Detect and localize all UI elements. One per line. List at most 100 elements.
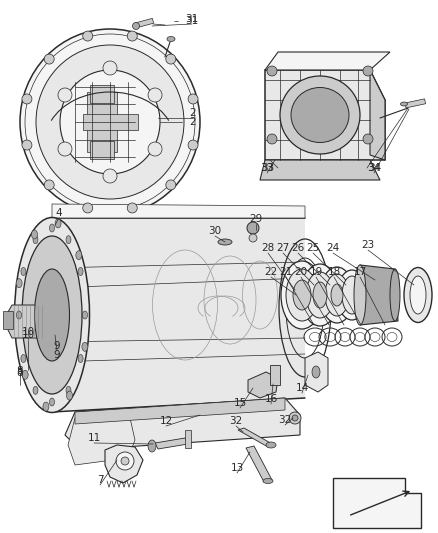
Ellipse shape <box>266 442 276 448</box>
Polygon shape <box>296 303 308 317</box>
Ellipse shape <box>121 457 129 465</box>
Polygon shape <box>370 70 385 160</box>
Ellipse shape <box>247 222 259 234</box>
Polygon shape <box>333 478 421 528</box>
Text: 18: 18 <box>327 267 341 277</box>
Ellipse shape <box>58 142 72 156</box>
Ellipse shape <box>127 203 137 213</box>
Ellipse shape <box>133 22 139 29</box>
Text: 31: 31 <box>185 14 198 24</box>
Polygon shape <box>155 438 188 449</box>
Text: 23: 23 <box>361 240 374 250</box>
Ellipse shape <box>17 311 21 319</box>
Ellipse shape <box>49 224 54 232</box>
Ellipse shape <box>22 370 28 379</box>
Ellipse shape <box>20 29 200 215</box>
Text: 12: 12 <box>159 416 173 426</box>
Polygon shape <box>68 418 135 465</box>
Text: 22: 22 <box>265 267 278 277</box>
Ellipse shape <box>14 217 89 413</box>
Ellipse shape <box>78 354 83 362</box>
Ellipse shape <box>166 180 176 190</box>
Text: 25: 25 <box>306 243 320 253</box>
Ellipse shape <box>43 402 49 411</box>
Polygon shape <box>285 275 315 310</box>
Ellipse shape <box>127 31 137 41</box>
Text: 34: 34 <box>368 163 381 173</box>
Text: 21: 21 <box>279 267 293 277</box>
Ellipse shape <box>166 54 176 64</box>
Text: 24: 24 <box>326 243 339 253</box>
Ellipse shape <box>103 169 117 183</box>
Ellipse shape <box>16 279 22 288</box>
Polygon shape <box>246 446 272 482</box>
Text: 11: 11 <box>87 433 101 443</box>
Polygon shape <box>105 445 143 483</box>
Ellipse shape <box>267 134 277 144</box>
Ellipse shape <box>78 268 83 276</box>
Text: 9: 9 <box>54 341 60 351</box>
Ellipse shape <box>32 230 38 239</box>
Ellipse shape <box>60 70 160 174</box>
Bar <box>405 99 426 108</box>
Text: 16: 16 <box>265 394 278 404</box>
Polygon shape <box>52 218 305 412</box>
Polygon shape <box>265 70 385 160</box>
Text: 13: 13 <box>230 463 244 473</box>
Ellipse shape <box>22 140 32 150</box>
Text: 28: 28 <box>261 243 275 253</box>
Ellipse shape <box>116 452 134 470</box>
Ellipse shape <box>410 276 426 314</box>
Text: 33: 33 <box>261 163 275 173</box>
Ellipse shape <box>66 386 71 394</box>
Ellipse shape <box>280 76 360 154</box>
Ellipse shape <box>67 391 73 400</box>
Polygon shape <box>305 352 328 392</box>
Polygon shape <box>52 204 305 218</box>
Ellipse shape <box>33 386 38 394</box>
Ellipse shape <box>82 342 88 351</box>
Ellipse shape <box>218 239 232 245</box>
Polygon shape <box>65 398 300 450</box>
Ellipse shape <box>21 354 26 362</box>
Ellipse shape <box>148 440 156 452</box>
Ellipse shape <box>390 269 400 321</box>
Text: 7: 7 <box>97 475 103 485</box>
Polygon shape <box>360 265 398 325</box>
Ellipse shape <box>363 134 373 144</box>
Ellipse shape <box>337 270 367 320</box>
Text: 32: 32 <box>230 416 243 426</box>
Text: 10: 10 <box>21 330 35 340</box>
Ellipse shape <box>292 415 298 421</box>
Ellipse shape <box>148 88 162 102</box>
Ellipse shape <box>22 94 32 104</box>
Text: 17: 17 <box>353 267 367 277</box>
Ellipse shape <box>289 412 301 424</box>
Text: 32: 32 <box>279 415 292 425</box>
Text: 9: 9 <box>54 350 60 360</box>
Ellipse shape <box>400 102 407 106</box>
Polygon shape <box>265 52 390 70</box>
Ellipse shape <box>404 268 432 322</box>
Polygon shape <box>8 305 45 338</box>
Polygon shape <box>75 398 285 424</box>
Ellipse shape <box>286 269 318 321</box>
Polygon shape <box>238 428 274 447</box>
Ellipse shape <box>188 94 198 104</box>
Ellipse shape <box>325 274 349 316</box>
Ellipse shape <box>301 264 339 326</box>
Ellipse shape <box>363 66 373 76</box>
Ellipse shape <box>313 282 327 308</box>
Ellipse shape <box>44 180 54 190</box>
Bar <box>3 311 13 329</box>
Polygon shape <box>260 160 380 180</box>
Ellipse shape <box>83 203 93 213</box>
Text: 8: 8 <box>17 366 23 376</box>
Ellipse shape <box>103 61 117 75</box>
Ellipse shape <box>49 398 54 406</box>
Text: 8: 8 <box>17 368 23 378</box>
Bar <box>83 114 138 130</box>
Text: 27: 27 <box>276 243 290 253</box>
Bar <box>185 430 191 448</box>
Text: 34: 34 <box>367 163 381 173</box>
